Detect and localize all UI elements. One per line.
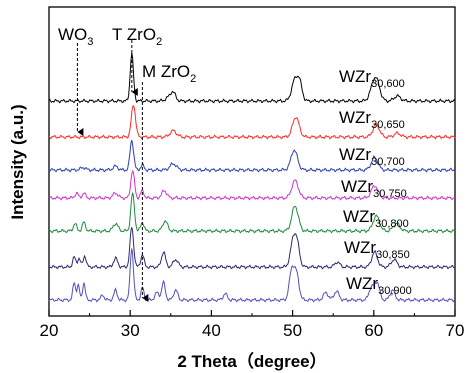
- phase-label-sub: 2: [156, 36, 162, 48]
- phase-label-sub: 3: [87, 36, 93, 48]
- series-label-base: WZr: [341, 177, 373, 196]
- phase-label-sub: 2: [190, 73, 196, 85]
- series-label-sub: 30,750: [373, 188, 407, 200]
- series-line: [48, 227, 456, 270]
- series-label-base: WZr: [346, 274, 378, 293]
- series-line: [48, 52, 456, 104]
- series-line: [48, 104, 456, 140]
- x-tick-label: 50: [283, 321, 302, 340]
- series-label-sub: 30,800: [375, 218, 409, 230]
- series-label-sub: 30,700: [371, 156, 405, 168]
- x-tick-label: 20: [40, 321, 59, 340]
- y-axis-title: Intensity (a.u.): [8, 104, 27, 219]
- series-label-base: WZr: [344, 238, 376, 257]
- series-label: WZr30,800: [343, 207, 409, 230]
- series-label-base: WZr: [339, 108, 371, 127]
- series-label-sub: 30,600: [371, 78, 405, 90]
- series-label: WZr30,850: [344, 238, 410, 261]
- series-group: WZr30,600WZr30,650WZr30,700WZr30,750WZr3…: [48, 52, 456, 303]
- series-label: WZr30,900: [346, 274, 412, 297]
- phase-label: WO3: [58, 25, 93, 48]
- x-axis-title: 2 Theta（degree）: [177, 351, 326, 371]
- phase-label-base: T ZrO: [112, 25, 156, 44]
- series-label: WZr30,600: [339, 67, 405, 90]
- phase-label-base: WO: [58, 25, 87, 44]
- x-tick-label: 30: [121, 321, 140, 340]
- x-tick-label: 40: [202, 321, 221, 340]
- series-line: [48, 192, 456, 234]
- series-label-base: WZr: [343, 207, 375, 226]
- series-label: WZr30,650: [339, 108, 405, 131]
- x-tick-label: 60: [364, 321, 383, 340]
- series-line: [48, 139, 456, 173]
- phase-label-base: M ZrO: [142, 62, 190, 81]
- series-label-base: WZr: [339, 67, 371, 86]
- series-label-sub: 30,900: [378, 285, 412, 297]
- phase-label: M ZrO2: [142, 62, 196, 85]
- series-label: WZr30,750: [341, 177, 407, 200]
- phase-label: T ZrO2: [112, 25, 162, 48]
- series-label-base: WZr: [339, 145, 371, 164]
- series-label: WZr30,700: [339, 145, 405, 168]
- series-line: [48, 170, 456, 201]
- x-ticks: 20 30 40 50 60 70: [40, 310, 465, 340]
- series-label-sub: 30,850: [376, 249, 410, 261]
- x-tick-label: 70: [446, 321, 465, 340]
- series-label-sub: 30,650: [371, 119, 405, 131]
- series-line: [48, 248, 456, 303]
